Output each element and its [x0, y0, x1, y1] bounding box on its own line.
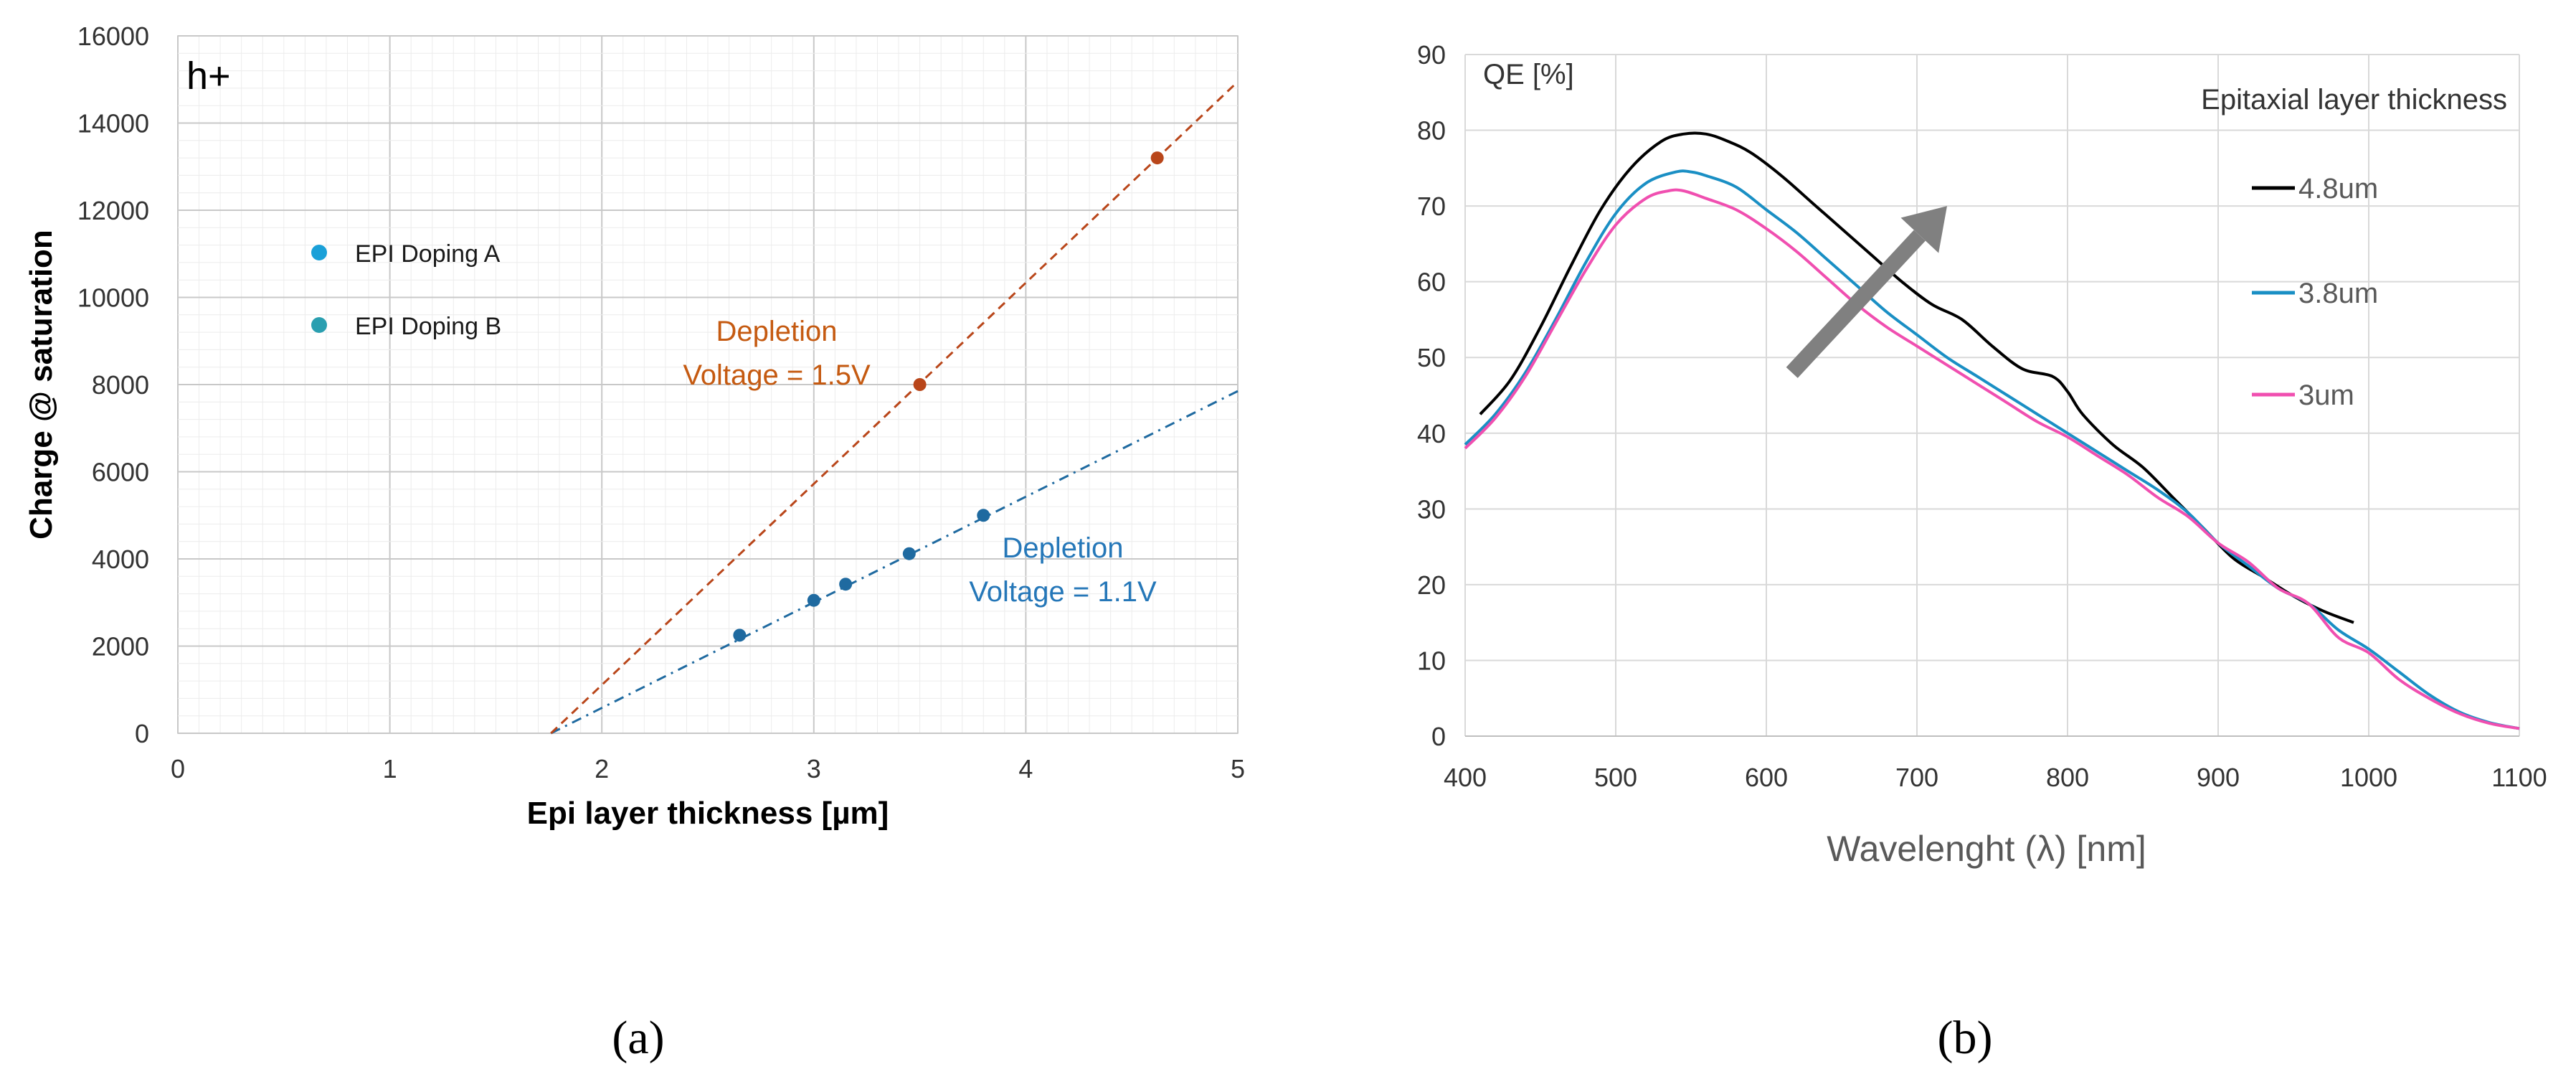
legend-label-3-8um: 3.8um	[2298, 278, 2378, 309]
depletion-a-line2: Voltage = 1.1V	[969, 576, 1157, 608]
chart-a-xtick-2: 2	[595, 754, 609, 783]
chart-a-panel-label: (a)	[612, 1012, 664, 1064]
chart-a-xtick-1: 1	[383, 754, 397, 783]
chart-a-ytick-8000: 8000	[92, 370, 149, 400]
depletion-a-line1: Depletion	[1002, 532, 1123, 564]
chart-b-grid	[1464, 54, 2520, 737]
point-epi-doping-a-1	[807, 593, 820, 607]
chart-b-xtick-600: 600	[1745, 763, 1788, 792]
legend-label-epi-doping-b: EPI Doping B	[355, 313, 501, 340]
series-line-3um	[1464, 188, 2520, 730]
chart-a-xtick-0: 0	[171, 754, 185, 783]
depletion-b-line2: Voltage = 1.5V	[683, 359, 871, 391]
legend-marker-epi-doping-a	[311, 245, 327, 260]
chart-b-ytick-10: 10	[1417, 646, 1446, 675]
legend-marker-epi-doping-b	[311, 317, 327, 333]
chart-b: 400 500 600 700 800 900 1000 1100 0 10 20 30 40 50 60 7…	[1417, 40, 2547, 1064]
chart-a-xtick-3: 3	[807, 754, 821, 783]
chart-b-xtick-400: 400	[1444, 763, 1487, 792]
chart-b-ytick-50: 50	[1417, 343, 1446, 372]
chart-a-fit-lines	[550, 80, 1239, 735]
point-epi-doping-a-4	[977, 509, 990, 522]
chart-a-grid	[177, 35, 1239, 734]
point-epi-doping-a-2	[839, 578, 853, 591]
chart-b-tick-labels: 400 500 600 700 800 900 1000 1100 0 10 20 30 40 50 60 7…	[1417, 40, 2547, 792]
legend-label-3um: 3um	[2298, 380, 2354, 411]
chart-b-legend: 4.8um 3.8um 3um	[2252, 173, 2378, 411]
chart-b-ytick-60: 60	[1417, 268, 1446, 297]
depletion-b-line1: Depletion	[716, 316, 837, 347]
chart-a: 0 1 2 3 4 5 0 2000 4000 6000 8000 10000 12000 14000 16…	[24, 22, 1245, 1064]
chart-a-ytick-6000: 6000	[92, 458, 149, 487]
trend-arrow-head	[1900, 206, 1947, 253]
chart-b-ytick-70: 70	[1417, 192, 1446, 221]
chart-b-panel-label: (b)	[1938, 1012, 1993, 1064]
point-epi-doping-b-0	[913, 378, 927, 391]
chart-a-x-axis-label: Epi layer thickness [µm]	[527, 796, 889, 831]
chart-b-x-axis-label: Wavelenght (λ) [nm]	[1827, 829, 2146, 869]
chart-a-xtick-5: 5	[1231, 754, 1245, 783]
chart-b-xtick-500: 500	[1594, 763, 1637, 792]
chart-a-ytick-14000: 14000	[77, 109, 149, 138]
chart-a-ytick-12000: 12000	[77, 196, 149, 225]
legend-label-epi-doping-a: EPI Doping A	[355, 240, 501, 268]
chart-a-ytick-2000: 2000	[92, 632, 149, 662]
chart-a-ytick-4000: 4000	[92, 545, 149, 574]
legend-label-4-8um: 4.8um	[2298, 173, 2378, 204]
chart-b-xtick-800: 800	[2046, 763, 2089, 792]
chart-b-trend-arrow	[1786, 206, 1947, 378]
chart-b-xtick-900: 900	[2197, 763, 2240, 792]
trend-arrow-shaft	[1786, 230, 1926, 378]
chart-a-xtick-4: 4	[1018, 754, 1033, 783]
chart-a-tick-labels: 0 1 2 3 4 5 0 2000 4000 6000 8000 10000 12000 14000 16…	[77, 22, 1245, 783]
chart-a-ytick-0: 0	[135, 719, 149, 748]
point-epi-doping-a-0	[733, 629, 747, 642]
chart-a-label-depletion-b: Depletion Voltage = 1.5V	[683, 316, 871, 391]
point-epi-doping-b-1	[1150, 151, 1164, 165]
chart-a-annotation-hplus: h+	[186, 55, 231, 98]
chart-b-ytick-20: 20	[1417, 570, 1446, 600]
chart-b-series-lines	[1464, 131, 2520, 730]
chart-b-xtick-1100: 1100	[2491, 763, 2547, 792]
point-epi-doping-a-3	[902, 547, 916, 560]
chart-b-legend-title: Epitaxial layer thickness	[2201, 84, 2507, 116]
chart-b-xtick-700: 700	[1895, 763, 1938, 792]
chart-b-qe-label: QE [%]	[1483, 59, 1574, 90]
chart-a-y-axis-label: Charge @ saturation	[24, 230, 59, 540]
series-line-3-8um	[1464, 169, 2520, 730]
chart-b-ytick-0: 0	[1431, 722, 1446, 751]
chart-a-ytick-10000: 10000	[77, 283, 149, 313]
chart-a-label-depletion-a: Depletion Voltage = 1.1V	[969, 532, 1157, 608]
chart-a-legend: EPI Doping A EPI Doping B	[311, 240, 501, 340]
chart-a-ytick-16000: 16000	[77, 22, 149, 51]
fit-line-epi-doping-a	[550, 390, 1239, 735]
chart-b-ytick-90: 90	[1417, 40, 1446, 70]
chart-b-xtick-1000: 1000	[2340, 763, 2397, 792]
chart-b-ytick-30: 30	[1417, 494, 1446, 524]
chart-b-ytick-40: 40	[1417, 419, 1446, 448]
chart-a-points	[733, 151, 1164, 642]
chart-b-ytick-80: 80	[1417, 116, 1446, 146]
